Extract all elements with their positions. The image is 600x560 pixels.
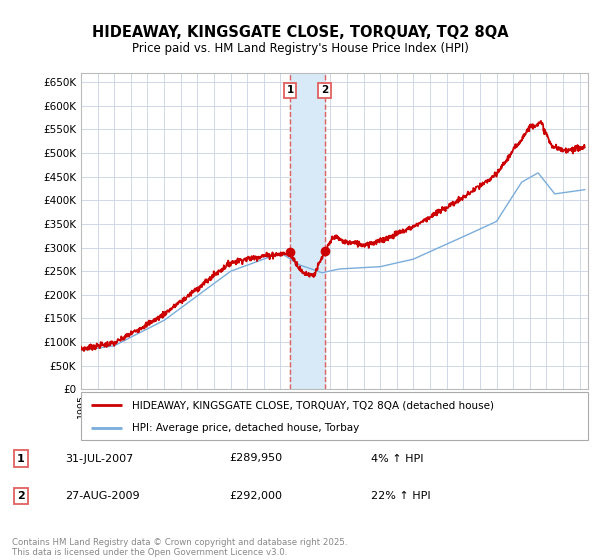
Text: HIDEAWAY, KINGSGATE CLOSE, TORQUAY, TQ2 8QA: HIDEAWAY, KINGSGATE CLOSE, TORQUAY, TQ2 … [92, 25, 508, 40]
Text: £292,000: £292,000 [229, 491, 283, 501]
Bar [290, 73, 325, 389]
Text: 22% ↑ HPI: 22% ↑ HPI [371, 491, 430, 501]
Text: £289,950: £289,950 [229, 454, 283, 464]
Text: 4% ↑ HPI: 4% ↑ HPI [371, 454, 423, 464]
Text: HPI: Average price, detached house, Torbay: HPI: Average price, detached house, Torb… [132, 423, 359, 433]
Text: 31-JUL-2007: 31-JUL-2007 [65, 454, 133, 464]
Text: 27-AUG-2009: 27-AUG-2009 [65, 491, 139, 501]
Text: 1: 1 [17, 454, 25, 464]
Text: 1: 1 [286, 85, 294, 95]
FancyBboxPatch shape [81, 392, 588, 440]
Text: 2: 2 [321, 85, 328, 95]
Text: Contains HM Land Registry data © Crown copyright and database right 2025.
This d: Contains HM Land Registry data © Crown c… [12, 538, 347, 557]
Text: Price paid vs. HM Land Registry's House Price Index (HPI): Price paid vs. HM Land Registry's House … [131, 42, 469, 55]
Text: 2: 2 [17, 491, 25, 501]
Text: HIDEAWAY, KINGSGATE CLOSE, TORQUAY, TQ2 8QA (detached house): HIDEAWAY, KINGSGATE CLOSE, TORQUAY, TQ2 … [132, 400, 494, 410]
